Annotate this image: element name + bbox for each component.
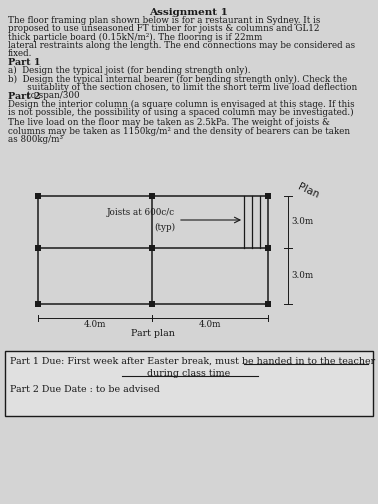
Bar bbox=[35, 301, 41, 307]
Text: Assignment 1: Assignment 1 bbox=[150, 8, 228, 17]
Text: Joists at 600c/c: Joists at 600c/c bbox=[107, 208, 175, 217]
Text: 4.0m: 4.0m bbox=[199, 320, 221, 329]
Text: a)  Design the typical joist (for bending strength only).: a) Design the typical joist (for bending… bbox=[8, 66, 251, 75]
Text: Plan: Plan bbox=[296, 182, 321, 201]
Text: suitablity of the section chosen, to limit the short term live load deflection: suitablity of the section chosen, to lim… bbox=[8, 83, 357, 92]
Text: The live load on the floor may be taken as 2.5kPa. The weight of joists &: The live load on the floor may be taken … bbox=[8, 118, 330, 128]
Bar bbox=[149, 193, 155, 199]
FancyBboxPatch shape bbox=[5, 351, 373, 416]
Text: columns may be taken as 1150kg/m² and the density of bearers can be taken: columns may be taken as 1150kg/m² and th… bbox=[8, 127, 350, 136]
Bar bbox=[149, 245, 155, 251]
Text: is not possible, the possibility of using a spaced column may be investigated.): is not possible, the possibility of usin… bbox=[8, 108, 354, 117]
Text: Part 2 Due Date : to be advised: Part 2 Due Date : to be advised bbox=[10, 385, 160, 394]
Bar bbox=[265, 301, 271, 307]
Text: fixed.: fixed. bbox=[8, 49, 33, 58]
Text: proposed to use unseasoned FT timber for joists & columns and GL12: proposed to use unseasoned FT timber for… bbox=[8, 24, 319, 33]
Text: lateral restraints along the length. The end connections may be considered as: lateral restraints along the length. The… bbox=[8, 41, 355, 49]
Bar bbox=[265, 245, 271, 251]
Text: thick particle board (0.15kN/m²). The flooring is if 22mm: thick particle board (0.15kN/m²). The fl… bbox=[8, 32, 262, 41]
Text: b)  Design the typical internal bearer (for bending strength only). Check the: b) Design the typical internal bearer (f… bbox=[8, 75, 347, 84]
Text: 3.0m: 3.0m bbox=[291, 218, 313, 226]
Text: 4.0m: 4.0m bbox=[84, 320, 106, 329]
Text: to span/300: to span/300 bbox=[8, 91, 80, 100]
Bar bbox=[35, 245, 41, 251]
Bar bbox=[35, 193, 41, 199]
Text: Part 2: Part 2 bbox=[8, 92, 40, 101]
Bar bbox=[149, 301, 155, 307]
Text: (typ): (typ) bbox=[154, 223, 175, 232]
Text: as 800kg/m³: as 800kg/m³ bbox=[8, 135, 63, 144]
Text: Part plan: Part plan bbox=[131, 329, 175, 338]
Text: Part 1: Part 1 bbox=[8, 58, 40, 67]
Text: Part 1 Due: First week after Easter break, must be handed in to the teacher: Part 1 Due: First week after Easter brea… bbox=[10, 357, 375, 366]
Text: Design the interior column (a square column is envisaged at this stage. If this: Design the interior column (a square col… bbox=[8, 100, 355, 109]
Text: The floor framing plan shown below is for a restaurant in Sydney. It is: The floor framing plan shown below is fo… bbox=[8, 16, 321, 25]
Bar bbox=[265, 193, 271, 199]
Text: 3.0m: 3.0m bbox=[291, 272, 313, 281]
Text: during class time: during class time bbox=[147, 369, 231, 378]
